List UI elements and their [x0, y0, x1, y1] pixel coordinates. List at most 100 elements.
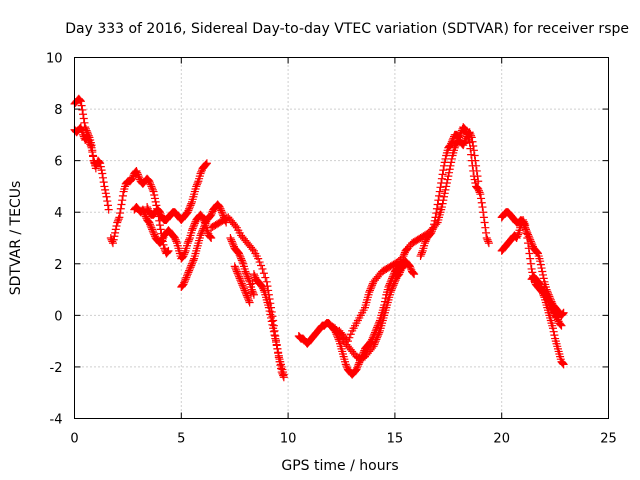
data-point — [261, 273, 270, 282]
data-point — [111, 228, 120, 237]
data-point — [248, 279, 257, 288]
data-point — [76, 97, 85, 106]
data-point — [108, 239, 117, 248]
data-point — [104, 205, 113, 214]
data-point — [373, 331, 382, 340]
data-point — [207, 210, 216, 219]
data-point — [521, 225, 530, 234]
data-point — [188, 224, 197, 233]
data-point — [533, 248, 542, 257]
data-point — [461, 125, 470, 134]
data-point — [456, 129, 465, 138]
data-point — [170, 234, 179, 242]
data-point — [228, 239, 237, 248]
data-point — [215, 203, 224, 212]
data-point — [163, 247, 172, 256]
y-tick-label: -2 — [50, 361, 63, 376]
data-point — [108, 237, 117, 246]
data-point — [528, 240, 537, 249]
data-point — [148, 227, 157, 236]
data-point — [273, 344, 282, 353]
data-point — [185, 235, 194, 244]
x-tick-label: 25 — [600, 432, 617, 447]
data-point — [189, 222, 198, 231]
data-point — [371, 337, 380, 346]
series-0 — [70, 94, 288, 382]
data-point — [205, 232, 214, 241]
data-point — [370, 338, 379, 347]
data-point — [558, 309, 567, 318]
data-point — [156, 209, 165, 218]
data-point — [536, 260, 545, 269]
data-point — [553, 313, 562, 322]
data-point — [431, 213, 440, 222]
data-point — [199, 224, 208, 233]
data-point — [81, 124, 90, 133]
data-point — [116, 204, 125, 213]
data-point — [227, 235, 236, 244]
data-point — [435, 191, 444, 200]
data-point — [447, 137, 456, 146]
data-point — [556, 320, 565, 329]
data-point — [189, 256, 198, 265]
data-point — [231, 221, 240, 230]
data-point — [232, 265, 241, 274]
data-point — [532, 247, 541, 256]
data-point — [438, 199, 447, 208]
data-point — [469, 166, 478, 175]
data-point — [192, 180, 201, 189]
data-point — [475, 188, 484, 197]
data-point — [558, 310, 567, 319]
data-point — [274, 351, 283, 360]
data-point — [440, 189, 449, 198]
data-point — [78, 105, 87, 114]
data-point — [197, 227, 206, 236]
data-point — [133, 168, 142, 177]
x-axis-label: GPS time / hours — [281, 458, 398, 474]
data-point — [443, 175, 452, 184]
data-point — [235, 251, 244, 260]
data-point — [375, 328, 384, 337]
data-point — [432, 204, 441, 213]
data-point — [180, 276, 189, 285]
data-point — [521, 223, 530, 232]
data-point — [242, 291, 251, 300]
data-points — [70, 94, 568, 382]
data-point — [242, 269, 251, 278]
data-point — [436, 183, 445, 192]
data-point — [395, 268, 404, 277]
data-point — [150, 194, 159, 203]
data-point — [148, 225, 157, 234]
data-point — [113, 216, 122, 225]
data-point — [180, 278, 189, 287]
data-point — [149, 187, 158, 196]
data-point — [243, 272, 252, 281]
data-point — [193, 178, 202, 187]
data-point — [399, 262, 408, 271]
data-point — [455, 131, 464, 140]
data-point — [388, 284, 397, 293]
series-2 — [497, 208, 568, 369]
data-point — [343, 337, 352, 346]
data-point — [186, 263, 195, 272]
data-point — [145, 177, 154, 186]
data-point — [548, 306, 557, 315]
data-point — [187, 259, 196, 268]
data-point — [190, 219, 199, 228]
data-point — [469, 146, 478, 155]
data-point — [79, 114, 88, 123]
data-point — [75, 95, 84, 104]
data-point — [247, 285, 256, 294]
data-point — [237, 279, 246, 288]
data-point — [171, 235, 180, 244]
data-point — [353, 363, 362, 372]
data-point — [439, 166, 448, 175]
data-point — [467, 156, 476, 165]
data-point — [187, 226, 196, 235]
data-point — [196, 231, 205, 240]
data-point — [543, 295, 552, 304]
data-point — [445, 168, 454, 177]
data-point — [206, 233, 215, 242]
data-point — [172, 237, 181, 246]
data-point — [454, 133, 463, 142]
